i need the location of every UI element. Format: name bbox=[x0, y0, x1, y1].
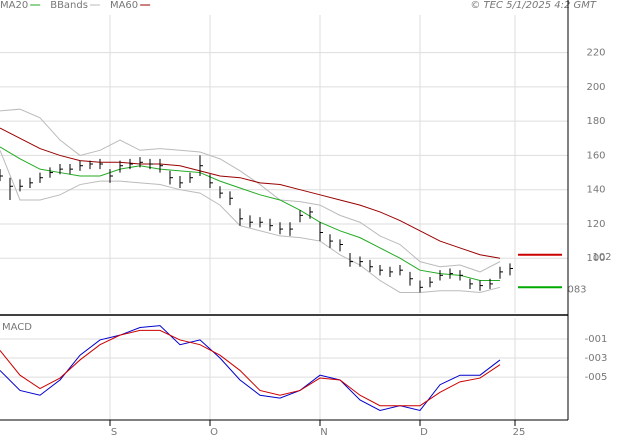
x-tick-label: 25 bbox=[513, 427, 526, 438]
x-tick-label: S bbox=[111, 427, 117, 438]
legend-label: MA60 bbox=[110, 0, 138, 11]
last-marker-label: 083 bbox=[567, 284, 586, 295]
y-tick-label: 220 bbox=[586, 48, 605, 59]
y-tick-label: -005 bbox=[585, 372, 608, 383]
y-tick-label: 140 bbox=[586, 185, 605, 196]
legend-label: BBands bbox=[50, 0, 88, 11]
y-tick-label: 160 bbox=[586, 150, 605, 161]
bband-upper bbox=[0, 108, 501, 273]
ma-line bbox=[0, 127, 501, 259]
last-marker-label: 102 bbox=[592, 252, 611, 263]
ma-line bbox=[0, 146, 500, 281]
y-tick-label: 120 bbox=[586, 219, 605, 230]
y-tick-label: 100 bbox=[586, 253, 605, 264]
bband-lower bbox=[0, 150, 501, 293]
x-tick-label: D bbox=[420, 427, 428, 438]
y-tick-label: 200 bbox=[586, 82, 605, 93]
macd-line bbox=[0, 325, 501, 412]
x-tick-label: O bbox=[210, 427, 218, 438]
y-tick-label: -001 bbox=[585, 334, 608, 345]
y-tick-label: -003 bbox=[585, 353, 608, 364]
legend-label: MA20 bbox=[0, 0, 28, 11]
y-tick-label: 180 bbox=[586, 116, 605, 127]
x-tick-label: N bbox=[320, 427, 327, 438]
macd-line bbox=[0, 329, 501, 407]
macd-title: MACD bbox=[2, 322, 32, 333]
credit: © TEC 5/1/2025 4:2 GMT bbox=[470, 0, 597, 11]
